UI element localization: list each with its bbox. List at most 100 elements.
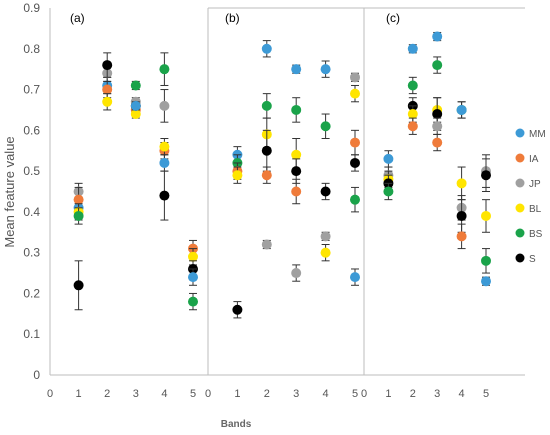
x-tick-label: 4 <box>459 388 465 400</box>
data-point-bs <box>159 64 170 75</box>
data-point-bl <box>232 170 243 181</box>
data-point-ia <box>102 84 113 95</box>
data-point-mm <box>320 64 331 75</box>
data-point-jp <box>432 121 443 132</box>
data-point-bl <box>130 109 141 120</box>
x-tick-label: 1 <box>234 388 240 400</box>
data-point-bl <box>456 178 467 189</box>
x-tick-label: 4 <box>161 388 167 400</box>
data-point-bs <box>261 100 272 111</box>
x-tick-label: 3 <box>133 388 139 400</box>
data-point-bs <box>188 296 198 307</box>
y-tick-label: 0 <box>33 368 40 382</box>
legend-label: IA <box>529 154 539 165</box>
data-point-ia <box>261 170 272 181</box>
x-tick-label: 1 <box>385 388 391 400</box>
y-tick-label: 0.1 <box>23 327 40 341</box>
x-tick-label: 3 <box>293 388 299 400</box>
legend-label: BS <box>529 229 543 240</box>
data-point-ia <box>350 137 360 148</box>
data-point-bs <box>130 80 141 91</box>
legend-marker <box>515 128 525 138</box>
legend-label: MM <box>529 129 546 140</box>
data-point-mm <box>350 272 360 283</box>
y-tick-label: 0.9 <box>23 1 40 15</box>
legend-marker <box>515 228 525 238</box>
legend: MM IA JP BL BS S <box>515 128 546 265</box>
data-point-bs <box>350 194 360 205</box>
y-axis-label: Mean feature value <box>2 136 17 247</box>
data-point-s <box>320 186 331 197</box>
x-tick-label: 2 <box>264 388 270 400</box>
data-point-jp <box>350 72 360 83</box>
data-point-bl <box>481 210 491 221</box>
y-tick-label: 0.8 <box>23 42 40 56</box>
data-point-mm <box>261 43 272 54</box>
data-point-mm <box>383 153 394 164</box>
data-point-s <box>261 145 272 156</box>
data-points <box>73 31 491 319</box>
y-axis-ticks: 0 0.1 0.2 0.3 0.4 0.5 0.6 0.7 0.8 0.9 <box>23 1 40 382</box>
y-tick-label: 0.3 <box>23 246 40 260</box>
x-tick-label: 2 <box>104 388 110 400</box>
data-point-s <box>73 280 84 291</box>
data-point-bl <box>350 88 360 99</box>
x-tick-label: 5 <box>483 388 489 400</box>
y-tick-label: 0.5 <box>23 164 40 178</box>
data-point-bs <box>320 121 331 132</box>
data-point-s <box>481 170 491 181</box>
data-point-ia <box>73 194 84 205</box>
x-tick-label: 5 <box>190 388 196 400</box>
data-point-s <box>432 109 443 120</box>
legend-marker <box>515 203 525 213</box>
data-point-bl <box>407 109 418 120</box>
data-point-bs <box>383 186 394 197</box>
data-point-bs <box>407 80 418 91</box>
data-point-bs <box>73 210 84 221</box>
data-point-mm <box>456 104 467 115</box>
x-tick-label: 3 <box>434 388 440 400</box>
x-tick-label: 0 <box>205 388 211 400</box>
data-point-mm <box>130 100 141 111</box>
y-tick-label: 0.6 <box>23 123 40 137</box>
legend-label: BL <box>529 204 542 215</box>
data-point-s <box>456 210 467 221</box>
legend-label: JP <box>529 179 541 190</box>
panel-label: (b) <box>225 11 240 25</box>
data-point-s <box>350 157 360 168</box>
x-tick-label: 2 <box>410 388 416 400</box>
data-point-ia <box>456 231 467 242</box>
data-point-bl <box>102 96 113 107</box>
legend-label: S <box>529 254 536 265</box>
data-point-s <box>102 60 113 71</box>
data-point-jp <box>159 100 170 111</box>
data-point-bl <box>291 149 302 160</box>
legend-marker <box>515 153 525 163</box>
y-tick-label: 0.4 <box>23 205 40 219</box>
data-point-mm <box>407 43 418 54</box>
data-point-ia <box>291 186 302 197</box>
data-point-bl <box>159 141 170 152</box>
x-tick-label: 4 <box>323 388 329 400</box>
data-point-mm <box>432 31 443 42</box>
y-tick-label: 0.7 <box>23 83 40 97</box>
data-point-jp <box>291 268 302 279</box>
legend-marker <box>515 178 525 188</box>
x-axis-label: Bands <box>221 419 252 430</box>
data-point-s <box>291 166 302 177</box>
data-point-bs <box>432 60 443 71</box>
data-point-bl <box>320 247 331 258</box>
panel-borders <box>49 7 525 376</box>
data-point-mm <box>481 276 491 287</box>
x-tick-label: 0 <box>47 388 53 400</box>
data-point-ia <box>407 121 418 132</box>
data-point-s <box>159 190 170 201</box>
panel-label: (a) <box>70 11 85 25</box>
data-point-ia <box>432 137 443 148</box>
x-tick-label: 1 <box>76 388 82 400</box>
data-point-mm <box>159 157 170 168</box>
legend-marker <box>515 253 525 263</box>
x-tick-label: 5 <box>352 388 358 400</box>
